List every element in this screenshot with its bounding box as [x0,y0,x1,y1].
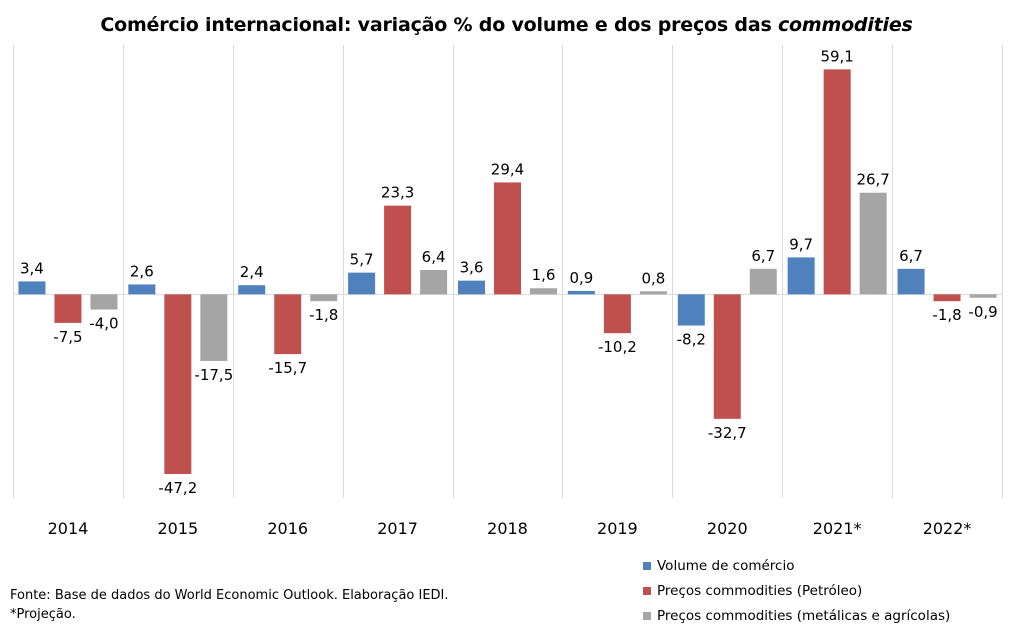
legend-swatch-volume [643,562,651,570]
bar-volume [788,257,815,294]
data-label: -47,2 [158,479,197,497]
bar-volume [18,281,45,294]
data-label: 26,7 [856,171,889,189]
bar-metalicas [420,270,447,294]
bar-petroleo [384,206,411,295]
chart-legend: Volume de comércio Preços commodities (P… [643,557,950,632]
x-tick-label: 2020 [707,519,748,538]
data-label: 29,4 [491,160,524,178]
x-tick-label: 2016 [267,519,308,538]
bar-volume [128,284,155,294]
data-label: 0,8 [641,269,665,287]
bar-petroleo [934,294,961,301]
data-label: 23,3 [381,184,414,202]
data-label: -1,8 [932,306,961,324]
x-tick-label: 2015 [157,519,198,538]
data-label: 3,4 [20,259,44,277]
x-tick-label: 2019 [597,519,638,538]
data-label: 1,6 [532,266,556,284]
bar-chart: 3,4 2,6 2,4 5,7 3,6 0,9 -8,2 9,7 6,7 -7,5 -47,2 -15… [0,0,1013,631]
data-label: 0,9 [569,269,593,287]
data-label: 6,7 [899,247,923,265]
bar-volume [678,294,705,325]
bar-metalicas [310,294,337,301]
data-label: -1,8 [309,306,338,324]
projection-note: *Projeção. [10,605,449,624]
data-label: 3,6 [460,259,484,277]
data-label: -4,0 [89,315,118,333]
x-tick-label: 2021* [813,519,862,538]
data-label: -17,5 [194,366,233,384]
source-text: Fonte: Base de dados do World Economic O… [10,586,449,605]
data-label: 6,4 [422,248,446,266]
bar-metalicas [860,193,887,295]
legend-swatch-metalicas [643,612,651,620]
legend-item-volume: Volume de comércio [643,557,950,582]
bar-petroleo [714,294,741,418]
data-label: -7,5 [53,328,82,346]
bar-metalicas [640,291,667,294]
legend-label-petroleo: Preços commodities (Petróleo) [657,583,862,599]
legend-label-metalicas: Preços commodities (metálicas e agrícola… [657,608,950,624]
data-label: -0,9 [968,303,997,321]
x-tick-label: 2018 [487,519,528,538]
bar-petroleo [494,182,521,294]
bar-petroleo [604,294,631,333]
bar-volume [568,291,595,294]
bar-volume [348,273,375,295]
bar-petroleo [274,294,301,354]
data-label: -10,2 [598,338,637,356]
source-note: Fonte: Base de dados do World Economic O… [10,586,449,624]
x-tick-label: 2022* [923,519,972,538]
data-label: 9,7 [789,235,813,253]
x-tick-label: 2017 [377,519,418,538]
bar-metalicas [200,294,227,361]
data-label: 2,4 [240,263,264,281]
bar-metalicas [530,288,557,294]
data-label: -8,2 [677,331,706,349]
data-label: 5,7 [350,251,374,269]
x-tick-label: 2014 [48,519,89,538]
legend-item-petroleo: Preços commodities (Petróleo) [643,582,950,607]
bar-petroleo [164,294,191,474]
bar-volume [458,281,485,295]
bar-volume [898,269,925,295]
bar-volume [238,285,265,294]
legend-item-metalicas: Preços commodities (metálicas e agrícola… [643,607,950,632]
legend-label-volume: Volume de comércio [657,558,795,574]
bar-metalicas [970,294,997,297]
bar-metalicas [90,294,117,309]
data-label: 6,7 [751,247,775,265]
data-label: 59,1 [820,47,853,65]
data-label: -15,7 [268,359,307,377]
legend-swatch-petroleo [643,587,651,595]
data-label: 2,6 [130,262,154,280]
bar-metalicas [750,269,777,295]
data-label: -32,7 [708,424,747,442]
bar-petroleo [54,294,81,323]
bar-petroleo [824,69,851,294]
